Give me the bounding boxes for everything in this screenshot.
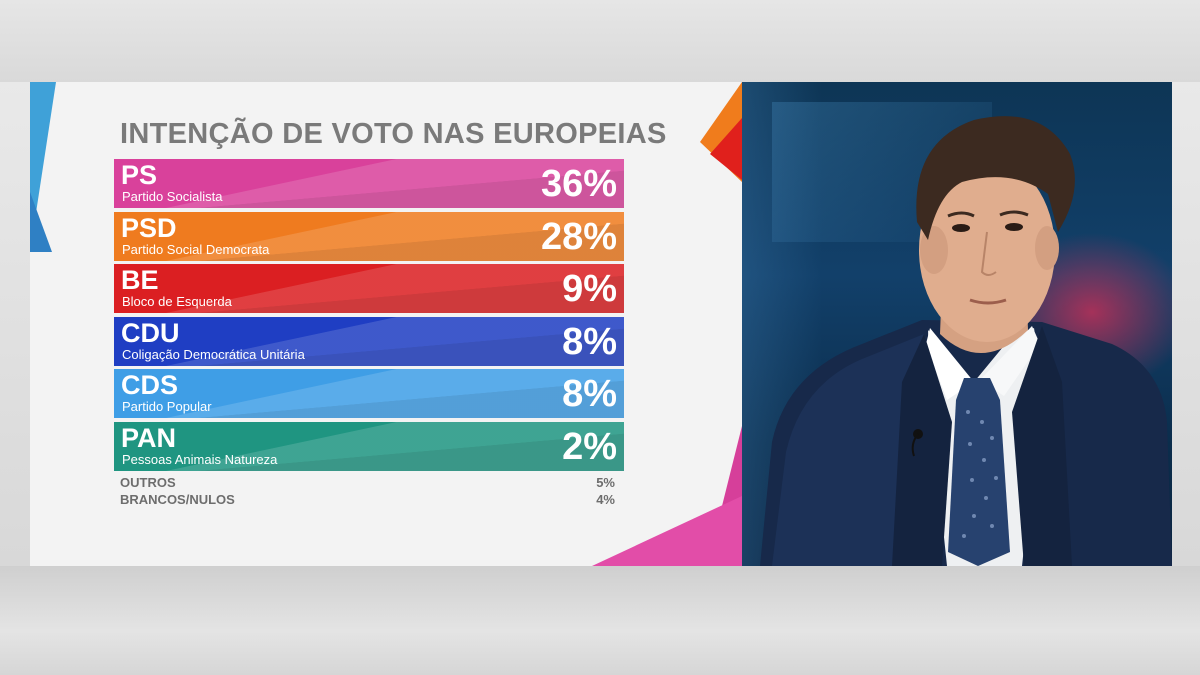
poll-row-ps: PS Partido Socialista 36%: [114, 159, 624, 208]
party-full-name: Partido Socialista: [122, 189, 223, 204]
poll-row-outros: OUTROS 5%: [120, 474, 615, 491]
other-percentage: 5%: [596, 475, 615, 490]
poll-row-brancos-nulos: BRANCOS/NULOS 4%: [120, 491, 615, 508]
decorative-shape-red: [710, 118, 742, 180]
poll-row-cds: CDS Partido Popular 8%: [114, 369, 624, 418]
other-label: OUTROS: [120, 475, 176, 490]
party-abbreviation: CDU: [121, 317, 180, 348]
party-abbreviation: PAN: [121, 422, 177, 453]
party-abbreviation: BE: [121, 265, 159, 295]
poll-row-pan: PAN Pessoas Animais Natureza 2%: [114, 421, 624, 471]
party-percentage: 2%: [562, 425, 617, 468]
poll-title: INTENÇÃO DE VOTO NAS EUROPEIAS: [120, 118, 667, 150]
party-full-name: Coligação Democrática Unitária: [122, 346, 305, 362]
party-percentage: 9%: [562, 268, 617, 310]
decorative-shape-magenta: [722, 426, 742, 506]
other-label: BRANCOS/NULOS: [120, 492, 235, 507]
studio-background-top: [0, 0, 1200, 82]
party-full-name: Partido Popular: [122, 399, 212, 414]
studio-camera-view: [742, 82, 1172, 566]
party-abbreviation: PS: [121, 160, 158, 190]
party-full-name: Bloco de Esquerda: [122, 294, 232, 309]
party-abbreviation: PSD: [121, 212, 177, 243]
party-percentage: 8%: [562, 373, 617, 415]
poll-other-results: OUTROS 5% BRANCOS/NULOS 4%: [120, 474, 615, 508]
poll-results-list: PS Partido Socialista 36% PSD Partido So…: [114, 159, 624, 474]
decorative-shape-pink: [592, 496, 742, 566]
poll-row-be: BE Bloco de Esquerda 9%: [114, 264, 624, 313]
party-abbreviation: CDS: [121, 370, 179, 400]
party-percentage: 8%: [562, 320, 617, 363]
party-full-name: Pessoas Animais Natureza: [122, 451, 278, 467]
party-full-name: Partido Social Democrata: [122, 241, 270, 257]
studio-background-bottom: [0, 566, 1200, 675]
decorative-shape-darkblue: [30, 192, 52, 252]
party-percentage: 28%: [540, 215, 617, 258]
party-percentage: 36%: [540, 163, 617, 205]
poll-graphic-panel: INTENÇÃO DE VOTO NAS EUROPEIAS PS Partid…: [30, 82, 742, 566]
other-percentage: 4%: [596, 492, 615, 507]
commentator-figure: [760, 116, 1172, 566]
poll-row-psd: PSD Partido Social Democrata 28%: [114, 211, 624, 261]
poll-row-cdu: CDU Coligação Democrática Unitária 8%: [114, 316, 624, 366]
